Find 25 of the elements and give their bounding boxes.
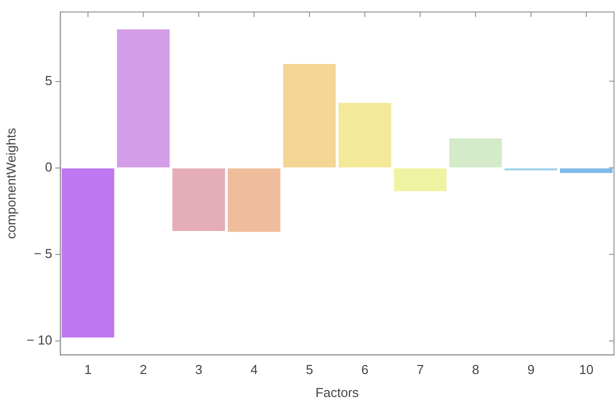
x-tick-label: 6 [361,362,368,378]
y-tick-label: 0 [45,159,52,174]
x-tick-label: 3 [195,362,202,378]
x-tick-label: 7 [416,362,424,378]
bar [338,102,392,168]
bar [283,64,336,168]
y-tick-label: − 5 [34,246,52,261]
x-tick-label: 10 [579,362,594,378]
x-tick-label: 4 [250,362,258,378]
bar [117,29,170,168]
x-tick-label: 1 [84,362,92,378]
bar [560,168,613,174]
x-tick-label: 5 [306,362,314,378]
y-axis-title: componentWeights [3,127,18,239]
y-tick-label: 5 [45,72,52,88]
x-tick-label: 2 [140,362,147,378]
x-tick-label: 8 [472,362,480,378]
y-tick-label: − 10 [26,332,52,348]
bar [172,168,225,232]
bar [228,168,280,232]
x-tick-label: 9 [527,362,535,378]
bar [394,168,446,192]
x-axis-title: Factors [315,384,360,400]
bar [449,138,502,168]
bar [62,168,114,338]
